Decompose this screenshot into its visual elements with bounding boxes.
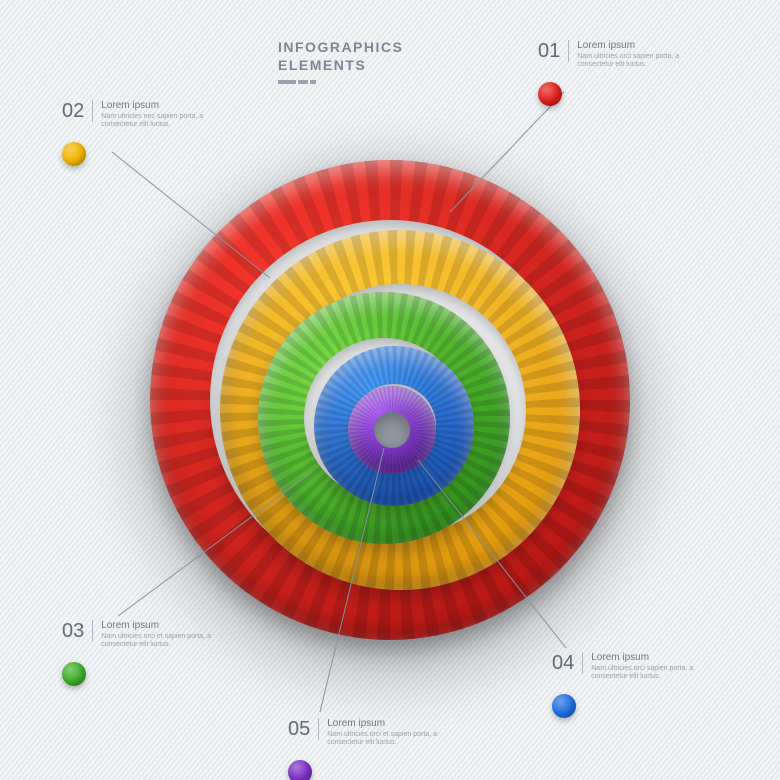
legend-number: 02 [62,100,93,122]
title-line-2: ELEMENTS [278,56,403,74]
legend-desc: Nam ultricies orci sapien porta, a conse… [591,665,701,682]
legend-label: Lorem ipsum [577,40,687,51]
legend-dot-icon [62,142,86,166]
title-accent-bars [278,80,403,84]
legend-dot-icon [552,694,576,718]
ring-purple-hole [374,412,410,448]
legend-desc: Nam ultricies orci sapien porta, a conse… [577,53,687,70]
legend-dot-icon [288,760,312,780]
legend-desc: Nam ultricies orci et sapien porta, a co… [101,633,211,650]
legend-item-02: 02 Lorem ipsum Nam ultricies nec sapien … [62,100,211,166]
page-title: INFOGRAPHICS ELEMENTS [278,38,403,84]
ring-figure [150,160,630,640]
legend-number: 03 [62,620,93,642]
legend-label: Lorem ipsum [101,100,211,111]
legend-item-03: 03 Lorem ipsum Nam ultricies orci et sap… [62,620,211,686]
legend-item-01: 01 Lorem ipsum Nam ultricies orci sapien… [538,40,687,106]
legend-desc: Nam ultricies orci et sapien porta, a co… [327,731,437,748]
legend-number: 01 [538,40,569,62]
title-line-1: INFOGRAPHICS [278,38,403,56]
legend-label: Lorem ipsum [591,652,701,663]
legend-item-04: 04 Lorem ipsum Nam ultricies orci sapien… [552,652,701,718]
legend-number: 05 [288,718,319,740]
legend-label: Lorem ipsum [101,620,211,631]
legend-dot-icon [538,82,562,106]
legend-desc: Nam ultricies nec sapien porta, a consec… [101,113,211,130]
legend-label: Lorem ipsum [327,718,437,729]
legend-number: 04 [552,652,583,674]
infographic-canvas: INFOGRAPHICS ELEMENTS 01 Lorem ipsum Nam… [0,0,780,780]
legend-dot-icon [62,662,86,686]
legend-item-05: 05 Lorem ipsum Nam ultricies orci et sap… [288,718,437,780]
